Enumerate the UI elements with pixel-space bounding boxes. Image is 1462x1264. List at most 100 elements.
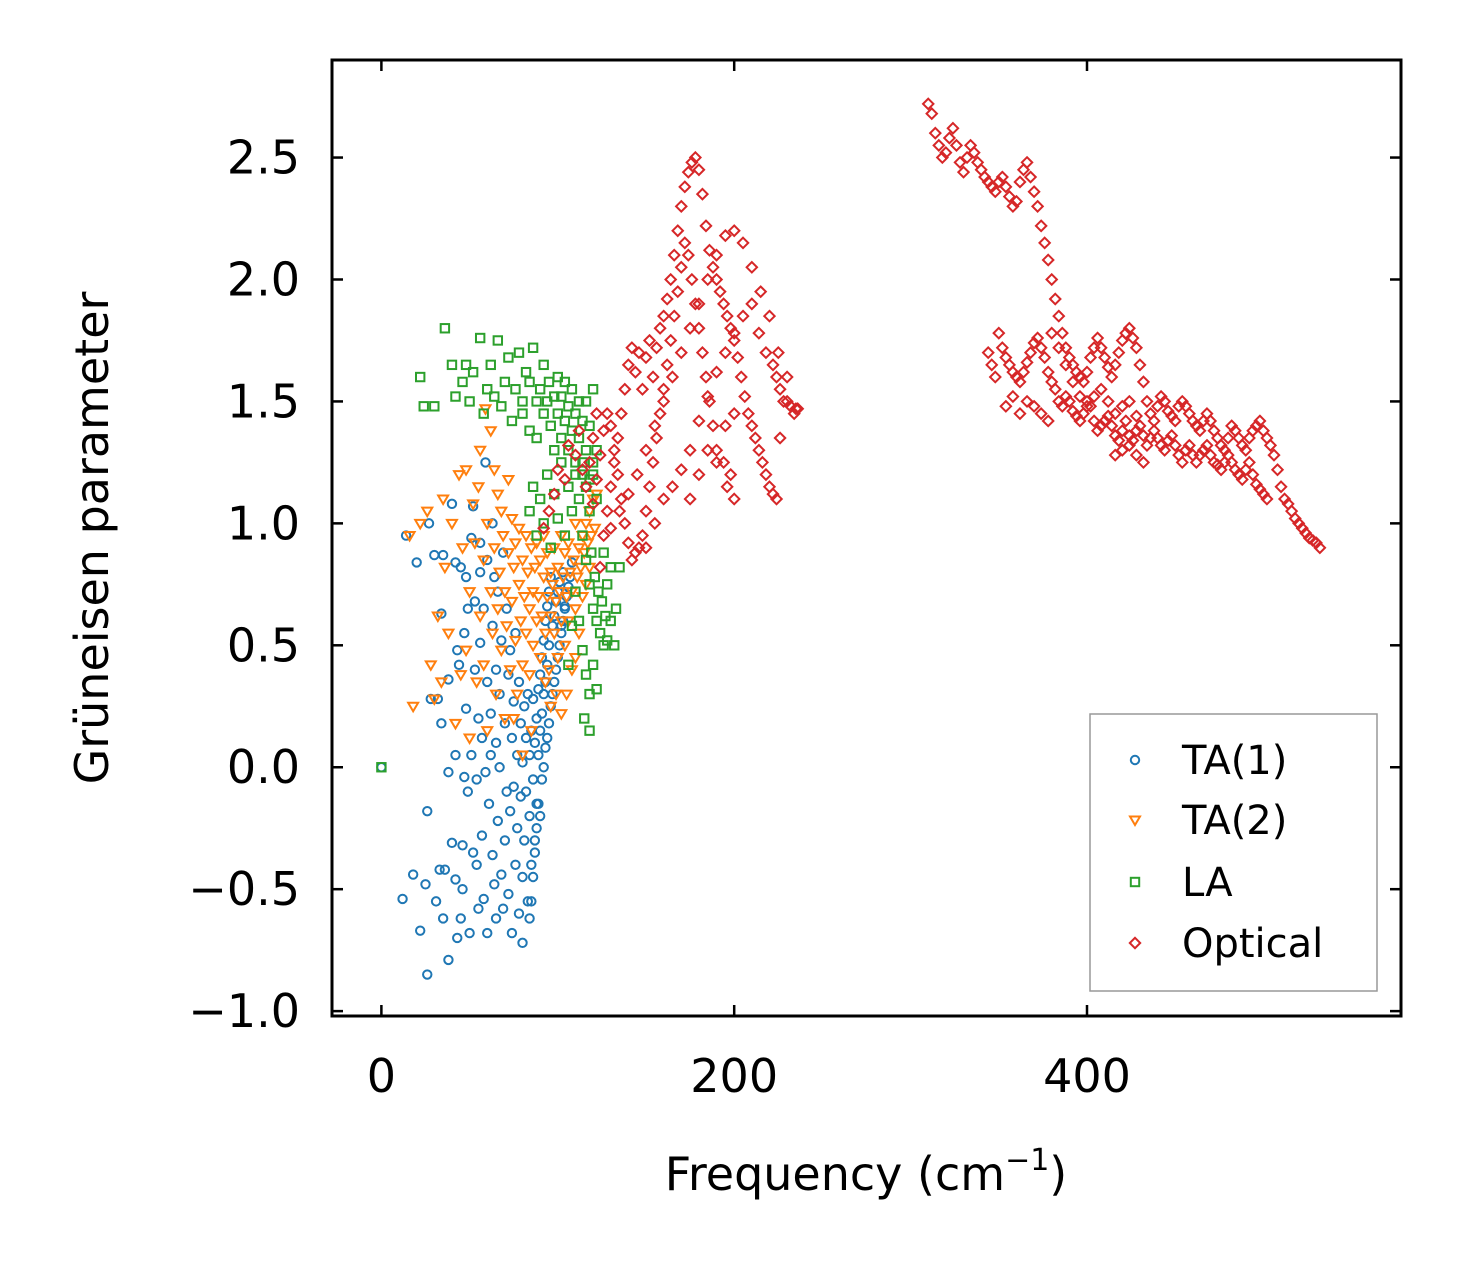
data-point — [551, 463, 565, 477]
data-point — [526, 640, 540, 653]
data-point — [446, 837, 458, 849]
data-point — [545, 420, 556, 432]
data-point — [506, 732, 518, 744]
data-point — [524, 505, 535, 517]
data-point — [464, 927, 475, 939]
data-point — [529, 835, 541, 846]
data-point — [485, 359, 496, 371]
data-point — [1115, 424, 1129, 438]
data-point — [1076, 375, 1091, 389]
data-point — [956, 165, 971, 179]
data-point — [577, 644, 588, 656]
data-point — [573, 562, 588, 575]
data-point — [517, 937, 528, 949]
data-point — [692, 321, 706, 335]
data-point — [706, 419, 720, 433]
data-point — [498, 713, 512, 726]
data-point — [489, 689, 503, 702]
data-point — [625, 553, 639, 567]
data-point — [1203, 414, 1218, 428]
data-point — [506, 927, 518, 939]
data-point — [648, 516, 662, 530]
data-point — [522, 896, 534, 907]
data-point — [561, 438, 575, 452]
data-point — [953, 155, 967, 170]
data-point — [988, 185, 1002, 199]
data-point — [589, 407, 604, 421]
data-point — [489, 879, 500, 890]
data-point — [490, 737, 502, 749]
data-point — [674, 346, 688, 360]
data-point — [513, 347, 525, 358]
y-tick-label: 1.0 — [227, 496, 300, 550]
data-point — [522, 670, 537, 682]
data-point — [542, 469, 553, 480]
data-point — [1048, 382, 1062, 396]
data-point — [1196, 443, 1211, 457]
data-point — [476, 660, 491, 672]
data-point — [406, 701, 420, 714]
data-point — [594, 627, 606, 639]
data-point — [639, 443, 653, 457]
data-point — [759, 467, 773, 482]
data-point — [1122, 438, 1136, 452]
data-point — [473, 445, 487, 458]
x-axis-label-superscript: −1 — [1005, 1143, 1049, 1178]
data-point — [667, 248, 681, 262]
data-point — [716, 297, 731, 311]
data-point — [570, 408, 581, 419]
data-point — [473, 611, 487, 624]
data-point — [665, 480, 680, 494]
data-point — [600, 504, 614, 518]
data-point — [519, 701, 530, 712]
data-point — [473, 903, 484, 914]
data-point — [584, 505, 595, 517]
data-point — [1193, 424, 1207, 438]
data-point — [935, 150, 949, 165]
data-point — [1122, 394, 1136, 409]
legend-marker — [1129, 876, 1141, 888]
data-point — [639, 541, 653, 555]
data-point — [745, 260, 759, 274]
data-point — [519, 628, 533, 641]
data-point — [1055, 399, 1069, 413]
data-point — [462, 603, 474, 614]
data-point — [492, 815, 504, 827]
data-point — [579, 713, 590, 724]
data-point — [559, 415, 571, 427]
data-point — [1041, 253, 1055, 267]
data-point — [524, 810, 535, 822]
data-point — [515, 660, 530, 672]
data-point — [702, 243, 717, 257]
data-point — [452, 470, 466, 482]
data-point — [474, 332, 486, 344]
data-point — [483, 798, 495, 810]
data-point — [709, 455, 724, 470]
data-point — [420, 879, 431, 890]
data-point — [653, 321, 667, 335]
data-point — [510, 689, 524, 702]
data-point — [520, 786, 532, 797]
data-point — [1182, 438, 1196, 452]
data-point — [498, 587, 512, 599]
data-point — [424, 660, 438, 672]
data-point — [621, 358, 635, 372]
data-point — [1030, 199, 1045, 213]
data-point — [589, 571, 601, 583]
data-point — [431, 611, 445, 624]
data-point — [1030, 331, 1045, 345]
data-point — [635, 382, 650, 396]
data-point — [1094, 419, 1108, 433]
data-point — [556, 620, 567, 631]
data-point — [492, 567, 507, 580]
plot-frame — [330, 58, 1403, 1018]
data-point — [1045, 326, 1059, 340]
data-point — [1083, 399, 1098, 413]
data-point — [437, 913, 449, 924]
data-point — [499, 718, 511, 729]
data-point — [563, 445, 574, 456]
data-point — [674, 463, 688, 477]
data-point — [1090, 424, 1105, 438]
data-point — [515, 555, 530, 567]
data-point — [1073, 389, 1087, 404]
